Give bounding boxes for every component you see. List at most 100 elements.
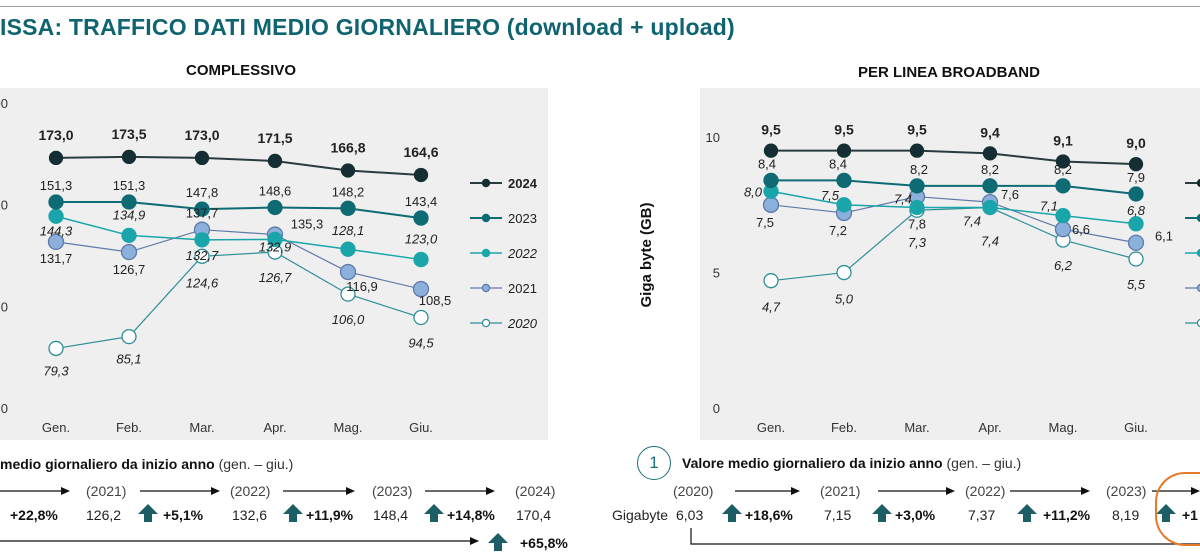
data-label-2024: 166,8 [330,140,365,156]
data-label-2024: 9,0 [1126,135,1146,151]
data-point-2023 [909,178,925,194]
data-label-2022: 7,5 [821,188,840,203]
data-label-2024: 9,5 [907,122,927,138]
data-point-2024 [836,143,852,158]
left-year-2024: (2024) [515,483,555,499]
data-point-2022 [982,199,998,216]
data-point-2024 [48,150,64,166]
left-year-2021: (2021) [86,483,126,499]
y-tick-label: 5 [713,266,720,281]
right-arrow-4-head [1191,487,1200,495]
x-tick-label: Gen. [42,420,70,435]
series-line-2024 [55,155,422,176]
data-label-2022: 134,9 [113,207,146,222]
data-point-2023 [413,210,429,226]
data-point-2021 [762,196,780,213]
left-growth-4: +14,8% [447,507,495,523]
top-rule [0,6,1200,7]
legend-label-2021: 2021 [508,281,537,296]
data-label-2020: 124,6 [186,275,219,290]
data-point-2022 [194,232,210,248]
x-tick-label: Feb. [831,420,857,435]
series-line-2022 [55,215,422,261]
up-arrow-r2 [872,504,892,522]
right-value-2023: 8,19 [1112,507,1139,523]
data-label-2020: 4,7 [762,300,781,315]
data-point-2020 [48,340,64,357]
chart-panel-right [700,88,1200,440]
left-total-growth: +65,8% [520,535,568,551]
data-point-2022 [48,208,64,224]
data-label-2022: 7,4 [894,192,912,207]
left-value-2022: 132,6 [232,507,267,523]
right-growth-1: +18,6% [745,507,793,523]
data-point-2022 [267,231,283,248]
data-point-2023 [836,172,852,189]
series-line-2024 [771,149,1137,166]
data-point-2024 [763,143,779,158]
data-point-2024 [121,149,137,165]
legend-marker-2021 [481,283,491,293]
data-label-2022: 7,1 [1040,199,1058,214]
x-tick-label: Mag. [1049,420,1078,435]
data-point-2021 [47,233,65,251]
data-label-2023: 147,8 [186,185,219,200]
data-label-2021: 7,6 [1001,187,1019,202]
data-label-2023: 143,4 [405,194,438,209]
data-label-2023: 151,3 [40,178,73,193]
x-tick-label: Gen. [757,420,785,435]
data-point-2020 [1128,251,1144,267]
data-label-2022: 7,4 [963,214,981,229]
data-point-2020 [121,328,137,345]
data-label-2024: 9,5 [761,122,781,138]
data-point-2023 [48,194,64,210]
series-line-2022 [770,190,1137,225]
right-value-2022: 7,37 [968,507,995,523]
data-label-2020: 106,0 [332,312,365,327]
legend-label-2020: 2020 [507,316,538,331]
left-total-arrow-head [470,537,479,545]
y-tick-label: 0 [1,401,8,416]
data-point-2024 [194,150,210,166]
legend-label-2022: 2022 [507,246,538,261]
data-label-2023: 148,6 [259,184,292,199]
data-label-2021: 7,2 [829,223,847,238]
right-value-2021: 7,15 [824,507,851,523]
data-point-2023 [982,178,998,194]
up-arrow-2 [283,504,303,522]
data-label-2021: 6,1 [1155,229,1173,244]
right-summary-period: (gen. – giu.) [946,455,1022,471]
data-point-2023 [267,199,283,216]
step-number-badge: 1 [637,446,671,480]
data-label-2022: 6,8 [1127,203,1146,218]
highlight-annotation [1155,472,1200,546]
data-label-2020: 94,5 [408,336,434,351]
right-arrow-1-head [791,487,800,495]
legend-marker-2024 [481,178,491,188]
chart-title-broadband: PER LINEA BROADBAND [858,64,1040,81]
data-label-2020: 5,5 [1127,277,1146,292]
data-label-2023: 8,2 [910,162,928,177]
y-tick-label: 00 [0,96,8,111]
data-label-2020: 7,3 [908,235,927,250]
y-tick-label: 0 [1,299,8,314]
data-label-2024: 9,1 [1053,132,1073,148]
y-tick-label: 0 [713,401,720,416]
right-growth-2: +3,0% [895,507,936,523]
data-label-2020: 5,0 [835,292,854,307]
left-value-2023: 148,4 [373,507,408,523]
data-point-2023 [763,172,779,189]
data-label-2022: 144,3 [40,223,73,238]
legend-marker-2020 [1196,318,1200,328]
chart-title-complessivo: COMPLESSIVO [186,62,297,79]
up-arrow-3 [424,504,444,522]
data-point-2024 [1055,154,1071,169]
data-point-2024 [267,153,283,169]
data-label-2021: 137,7 [186,206,219,221]
legend-marker-2020 [481,318,491,328]
left-arrow-3-head [346,487,355,495]
data-label-2024: 173,0 [184,127,219,143]
x-tick-label: Apr. [263,420,286,435]
data-label-2020: 85,1 [116,352,141,367]
left-year-2023: (2023) [372,483,412,499]
